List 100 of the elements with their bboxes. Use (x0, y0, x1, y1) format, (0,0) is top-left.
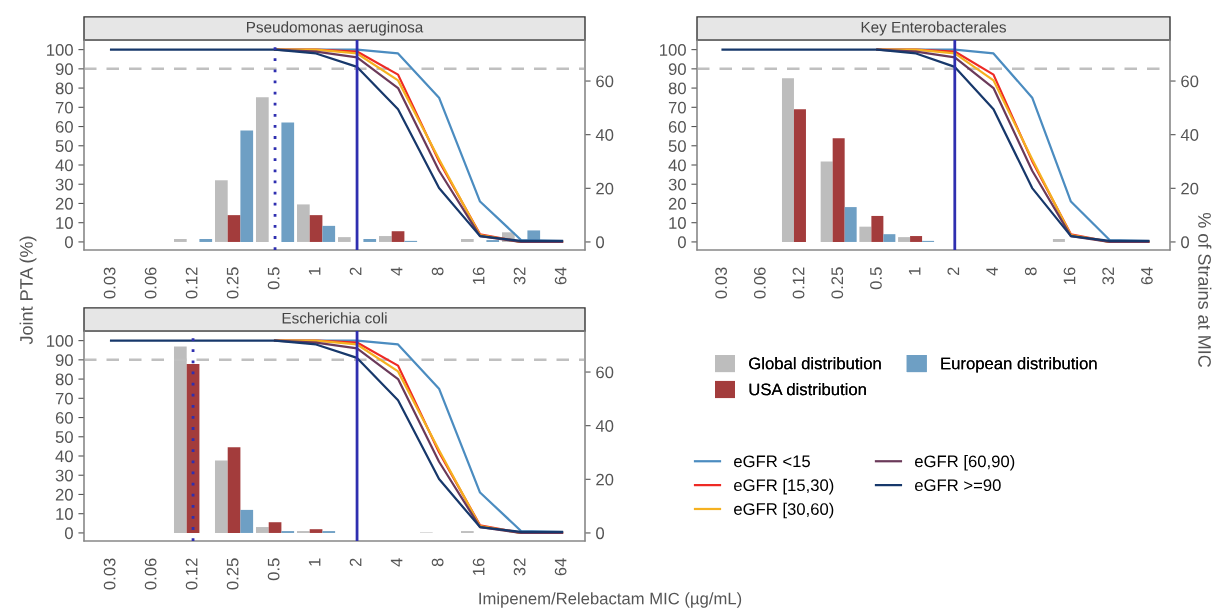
legend-label: eGFR [30,60) (734, 502, 834, 519)
x-tick-label: 0.12 (185, 558, 198, 590)
x-tick-label: 16 (472, 558, 485, 575)
x-tick-label: 8 (1024, 267, 1037, 276)
y-tick-label: 30 (55, 178, 73, 191)
y2-tick-label: 60 (596, 75, 614, 88)
y2-tick-label: 20 (596, 473, 614, 486)
bar (460, 239, 474, 242)
legend-label: eGFR [15,30) (734, 478, 834, 495)
y-tick-label: 80 (55, 82, 73, 95)
x-tick-label: 0.5 (870, 267, 882, 290)
y2-axis-title: % of Strains at MIC (1198, 212, 1212, 368)
bar (322, 225, 336, 242)
bar (309, 215, 323, 242)
bar (910, 236, 923, 242)
y2-tick-label: 40 (1180, 129, 1199, 141)
legend-label: eGFR [60,90) (915, 455, 1015, 471)
x-tick-label: 2 (349, 267, 362, 276)
x-tick-label: 64 (554, 267, 567, 285)
y2-tick-label: 60 (1181, 75, 1199, 88)
bar (309, 529, 323, 533)
bar (832, 138, 845, 242)
x-tick-label: 0.25 (226, 558, 239, 590)
legend-label: Global distribution (749, 357, 881, 370)
y-tick-label: 90 (668, 63, 686, 76)
y-tick-label: 10 (56, 217, 73, 229)
y-tick-label: 0 (677, 236, 686, 249)
x-tick-label: 2 (349, 558, 362, 567)
y-tick-label: 40 (55, 450, 73, 463)
line-series (109, 339, 564, 534)
y-tick-label: 50 (55, 140, 73, 152)
x-tick-label: 16 (1063, 267, 1076, 284)
y-tick-label: 20 (668, 197, 686, 210)
y-tick-label: 20 (55, 488, 73, 501)
x-tick-label: 1 (908, 267, 921, 275)
bar (240, 509, 254, 533)
x-tick-label: 0.12 (792, 267, 805, 299)
y-tick-label: 40 (668, 159, 686, 172)
y-tick-label: 70 (668, 101, 686, 114)
x-tick-label: 0.5 (267, 267, 280, 290)
bar (871, 215, 884, 242)
y-tick-label: 70 (55, 101, 73, 114)
bar (883, 234, 896, 242)
y2-tick-label: 40 (595, 129, 614, 141)
x-tick-label: 0.12 (185, 267, 198, 299)
bar (227, 215, 241, 242)
x-tick-label: 0.25 (831, 267, 844, 299)
x-tick-label: 8 (431, 267, 444, 276)
y2-tick-label: 40 (595, 420, 614, 432)
x-tick-label: 4 (390, 558, 403, 567)
y2-tick-label: 60 (596, 366, 614, 379)
x-tick-label: 8 (431, 558, 444, 567)
y2-tick-label: 20 (1181, 182, 1199, 195)
y-tick-label: 0 (64, 236, 73, 249)
y2-tick-label: 0 (1181, 236, 1190, 249)
x-tick-label: 4 (986, 267, 998, 276)
y-tick-label: 90 (55, 354, 73, 367)
bar (859, 226, 872, 242)
x-tick-label: 1 (308, 267, 321, 275)
y-tick-label: 90 (55, 63, 73, 76)
y-tick-label: 40 (55, 159, 73, 172)
bar (337, 237, 351, 242)
bar (199, 239, 213, 242)
y-axis-title: Joint PTA (%) (19, 236, 37, 345)
bar (173, 239, 187, 242)
x-tick-label: 0.25 (226, 267, 239, 299)
y-tick-label: 0 (64, 527, 73, 540)
y-tick-label: 20 (55, 197, 73, 210)
y-tick-label: 100 (47, 335, 73, 347)
x-tick-label: 32 (1102, 267, 1115, 285)
y2-tick-label: 0 (596, 236, 605, 249)
chart-title: Escherichia coli (282, 312, 387, 324)
y-tick-label: 100 (47, 44, 73, 56)
x-tick-label: 0.03 (103, 267, 116, 299)
x-tick-label: 64 (554, 558, 567, 576)
y2-tick-label: 0 (596, 527, 605, 540)
bar (240, 130, 254, 242)
x-tick-label: 2 (947, 267, 960, 276)
x-tick-label: 64 (1141, 267, 1153, 285)
bar (793, 109, 806, 242)
bar (214, 180, 228, 242)
y2-tick-label: 20 (596, 182, 614, 195)
legend-label: USA distribution (749, 383, 866, 396)
y-tick-label: 60 (55, 120, 73, 133)
bar (898, 237, 911, 242)
x-tick-label: 1 (308, 558, 321, 566)
y-tick-label: 50 (55, 431, 73, 443)
bar (781, 78, 794, 242)
x-tick-label: 0.5 (267, 558, 280, 581)
x-tick-label: 0.06 (753, 267, 766, 299)
bar (268, 522, 282, 533)
y-tick-label: 80 (55, 373, 73, 386)
bar (820, 161, 833, 242)
legend-label: European distribution (941, 357, 1097, 373)
y-tick-label: 30 (55, 469, 73, 482)
chart-title: Pseudomonas aeruginosa (247, 21, 424, 36)
bar (1052, 239, 1065, 242)
bar (186, 363, 200, 533)
y-tick-label: 80 (668, 82, 686, 95)
bar (378, 236, 392, 242)
